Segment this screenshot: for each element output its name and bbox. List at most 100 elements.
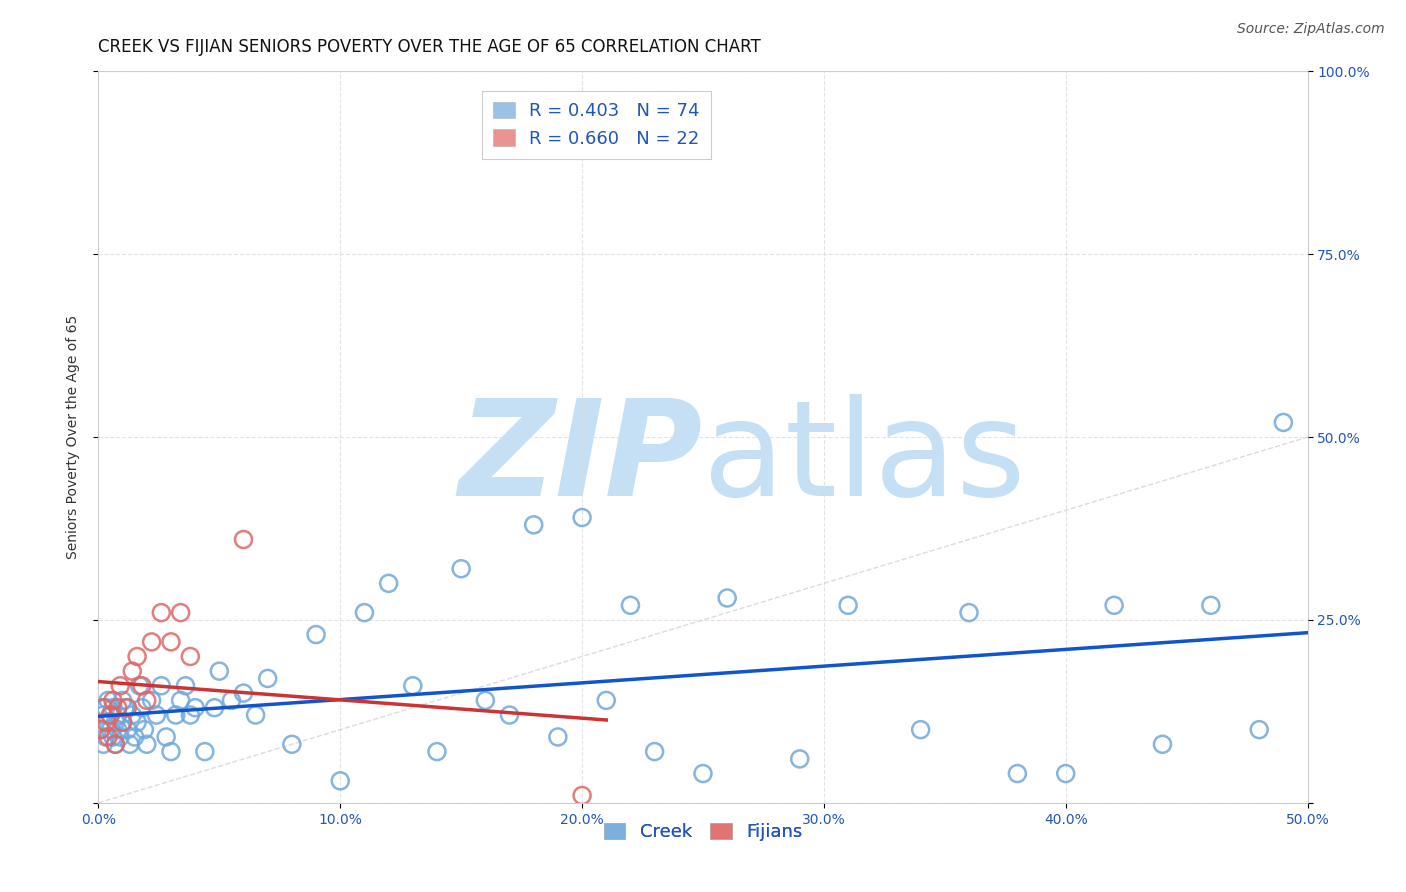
Point — [179, 649, 201, 664]
Point — [118, 737, 141, 751]
Point — [111, 715, 134, 730]
Point — [101, 700, 124, 714]
Point — [160, 635, 183, 649]
Point — [174, 679, 197, 693]
Point — [90, 723, 112, 737]
Point — [837, 599, 859, 613]
Point — [131, 679, 153, 693]
Point — [1199, 599, 1222, 613]
Point — [101, 693, 124, 707]
Text: Source: ZipAtlas.com: Source: ZipAtlas.com — [1237, 22, 1385, 37]
Point — [571, 789, 593, 803]
Point — [1102, 599, 1125, 613]
Point — [194, 745, 217, 759]
Point — [169, 606, 191, 620]
Point — [329, 773, 352, 788]
Point — [150, 606, 173, 620]
Point — [204, 700, 226, 714]
Point — [281, 737, 304, 751]
Point — [107, 708, 129, 723]
Point — [910, 723, 932, 737]
Text: atlas: atlas — [703, 394, 1025, 524]
Point — [474, 693, 496, 707]
Point — [108, 679, 131, 693]
Point — [100, 723, 122, 737]
Point — [644, 745, 666, 759]
Point — [107, 723, 129, 737]
Point — [692, 766, 714, 780]
Point — [169, 693, 191, 707]
Point — [1152, 737, 1174, 751]
Point — [232, 533, 254, 547]
Text: ZIP: ZIP — [458, 394, 703, 524]
Point — [571, 510, 593, 524]
Point — [353, 606, 375, 620]
Point — [221, 693, 243, 707]
Point — [111, 693, 134, 707]
Y-axis label: Seniors Poverty Over the Age of 65: Seniors Poverty Over the Age of 65 — [66, 315, 80, 559]
Point — [94, 700, 117, 714]
Point — [1007, 766, 1029, 780]
Text: CREEK VS FIJIAN SENIORS POVERTY OVER THE AGE OF 65 CORRELATION CHART: CREEK VS FIJIAN SENIORS POVERTY OVER THE… — [98, 38, 761, 56]
Point — [1249, 723, 1271, 737]
Point — [547, 730, 569, 744]
Point — [97, 730, 120, 744]
Point — [91, 737, 114, 751]
Point — [184, 700, 207, 714]
Point — [498, 708, 520, 723]
Point — [957, 606, 980, 620]
Point — [111, 715, 134, 730]
Point — [135, 737, 157, 751]
Point — [114, 700, 136, 714]
Point — [121, 664, 143, 678]
Point — [91, 700, 114, 714]
Point — [450, 562, 472, 576]
Point — [100, 708, 122, 723]
Point — [90, 723, 112, 737]
Point — [117, 723, 139, 737]
Point — [523, 517, 546, 532]
Point — [94, 730, 117, 744]
Point — [305, 627, 328, 641]
Point — [97, 715, 120, 730]
Point — [100, 708, 122, 723]
Point — [232, 686, 254, 700]
Point — [108, 730, 131, 744]
Point — [104, 737, 127, 751]
Point — [402, 679, 425, 693]
Point — [145, 708, 167, 723]
Point — [155, 730, 177, 744]
Point — [121, 708, 143, 723]
Point — [208, 664, 231, 678]
Point — [91, 708, 114, 723]
Point — [127, 649, 149, 664]
Point — [131, 700, 153, 714]
Point — [426, 745, 449, 759]
Point — [104, 715, 127, 730]
Point — [150, 679, 173, 693]
Point — [135, 693, 157, 707]
Point — [716, 591, 738, 605]
Point — [256, 672, 278, 686]
Point — [1054, 766, 1077, 780]
Point — [134, 723, 156, 737]
Point — [97, 693, 120, 707]
Point — [94, 715, 117, 730]
Point — [124, 730, 146, 744]
Point — [101, 730, 124, 744]
Point — [160, 745, 183, 759]
Point — [128, 679, 150, 693]
Point — [245, 708, 267, 723]
Point — [789, 752, 811, 766]
Legend: Creek, Fijians: Creek, Fijians — [596, 816, 810, 848]
Point — [165, 708, 187, 723]
Point — [179, 708, 201, 723]
Point — [141, 635, 163, 649]
Point — [619, 599, 641, 613]
Point — [1272, 416, 1295, 430]
Point — [104, 737, 127, 751]
Point — [127, 715, 149, 730]
Point — [377, 576, 399, 591]
Point — [107, 700, 129, 714]
Point — [141, 693, 163, 707]
